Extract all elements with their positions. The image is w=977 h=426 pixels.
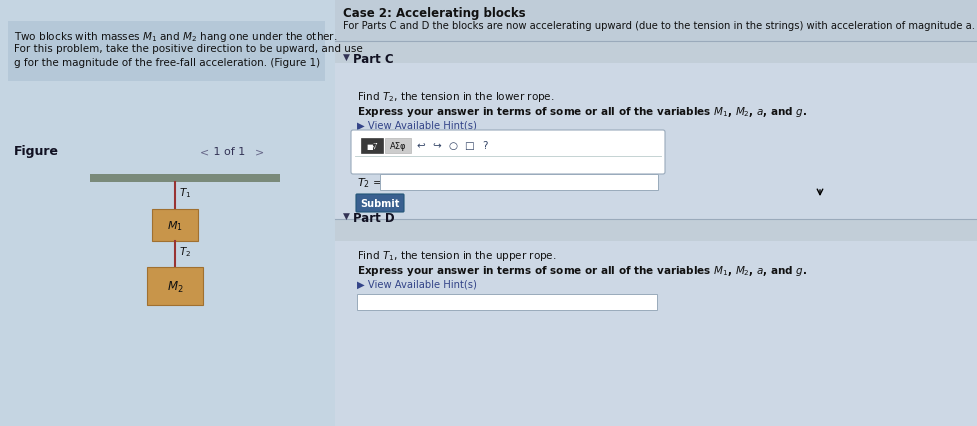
Text: ▼: ▼: [343, 211, 350, 221]
FancyBboxPatch shape: [356, 195, 404, 213]
Bar: [335, 0, 977, 426]
Text: ?: ?: [483, 141, 488, 151]
Text: Case 2: Accelerating blocks: Case 2: Accelerating blocks: [343, 7, 526, 20]
Text: Part D: Part D: [353, 211, 395, 225]
Text: g for the magnitude of the free-fall acceleration. (Figure 1): g for the magnitude of the free-fall acc…: [14, 58, 320, 68]
Text: ▶ View Available Hint(s): ▶ View Available Hint(s): [357, 120, 477, 130]
Bar: [90, 175, 280, 183]
Bar: [0, 0, 335, 426]
Text: Part C: Part C: [353, 53, 394, 66]
Bar: [380, 175, 658, 190]
Text: Two blocks with masses $M_1$ and $M_2$ hang one under the other.: Two blocks with masses $M_1$ and $M_2$ h…: [14, 30, 337, 44]
Bar: [361, 139, 383, 154]
Text: >: >: [255, 147, 264, 157]
Text: ↪: ↪: [433, 141, 442, 151]
Bar: [357, 294, 657, 310]
Text: $T_2$ =: $T_2$ =: [357, 176, 383, 189]
Text: 1 of 1: 1 of 1: [210, 147, 249, 157]
Text: ▼: ▼: [343, 53, 350, 62]
Text: $M_2$: $M_2$: [167, 279, 184, 294]
Text: $T_2$: $T_2$: [179, 245, 191, 258]
Text: Express your answer in terms of some or all of the variables $M_1$, $M_2$, $a$, : Express your answer in terms of some or …: [357, 105, 807, 119]
Text: ↩: ↩: [416, 141, 425, 151]
Text: $T_1$: $T_1$: [179, 186, 191, 199]
Bar: [335, 42, 977, 64]
Text: Express your answer in terms of some or all of the variables $M_1$, $M_2$, $a$, : Express your answer in terms of some or …: [357, 263, 807, 277]
Bar: [147, 268, 203, 305]
Text: Find $T_1$, the tension in the upper rope.: Find $T_1$, the tension in the upper rop…: [357, 248, 557, 262]
Bar: [152, 210, 198, 242]
FancyBboxPatch shape: [351, 131, 665, 175]
Bar: [8, 22, 325, 82]
Text: ○: ○: [448, 141, 457, 151]
Bar: [385, 139, 411, 154]
Text: Submit: Submit: [361, 199, 400, 208]
Bar: [335, 0, 977, 42]
Text: <: <: [200, 147, 209, 157]
Text: ■√̅: ■√̅: [366, 143, 377, 150]
Text: ▶ View Available Hint(s): ▶ View Available Hint(s): [357, 279, 477, 289]
Text: Figure: Figure: [14, 145, 59, 158]
Bar: [335, 219, 977, 242]
Text: $M_1$: $M_1$: [167, 219, 183, 232]
Text: For Parts C and D the blocks are now accelerating upward (due to the tension in : For Parts C and D the blocks are now acc…: [343, 21, 975, 31]
Text: For this problem, take the positive direction to be upward, and use: For this problem, take the positive dire…: [14, 44, 362, 54]
Text: Find $T_2$, the tension in the lower rope.: Find $T_2$, the tension in the lower rop…: [357, 90, 555, 104]
Text: □: □: [464, 141, 474, 151]
Text: AΣφ: AΣφ: [390, 142, 406, 151]
